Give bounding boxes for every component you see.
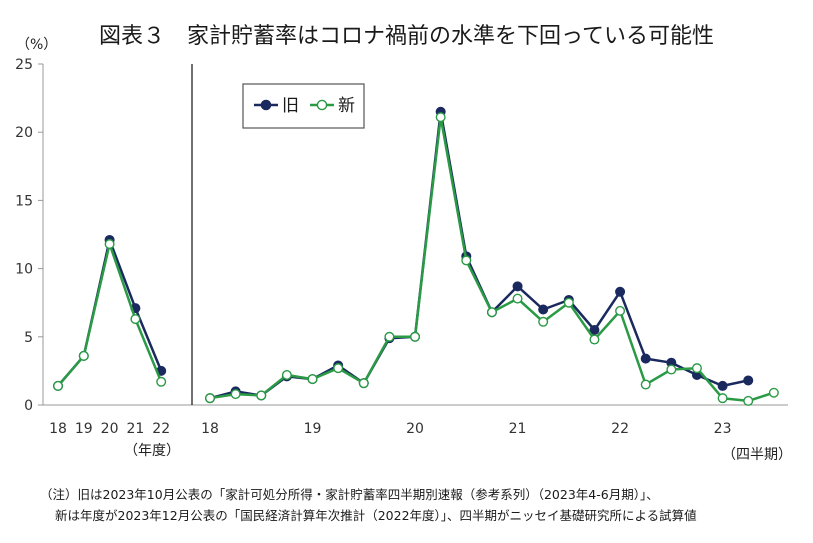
quarterly-series-old-point: [615, 286, 626, 297]
quarterly-series-new-point: [204, 393, 215, 404]
quarter-year-label: 19: [304, 421, 322, 437]
annual-series-old-line: [57, 238, 163, 387]
quarter-year-label: 18: [201, 421, 219, 437]
y-tick-label: 5: [24, 330, 33, 346]
annual-series-new-point: [104, 239, 115, 250]
annual-tick-label: 19: [75, 421, 93, 437]
footnote: （注）旧は2023年10月公表の「家計可処分所得・家計貯蓄率四半期別速報（参考系…: [40, 484, 697, 526]
quarter-year-label: 21: [509, 421, 527, 437]
legend-marker-old: [260, 99, 272, 111]
quarterly-series-new-point: [384, 331, 395, 342]
quarterly-series-old-point: [743, 375, 754, 386]
y-tick-label: 20: [15, 125, 33, 141]
annual-tick-label: 21: [126, 421, 144, 437]
quarterly-series-new-point: [461, 255, 472, 266]
quarterly-series-old-point: [589, 324, 600, 335]
annual-series-new-point: [53, 380, 64, 391]
y-tick-label: 15: [15, 193, 33, 209]
quarterly-series-old-point: [512, 281, 523, 292]
annual-series-new-line: [57, 242, 163, 387]
footnote-line-2: 新は年度が2023年12月公表の「国民経済計算年次推計（2022年度）」、四半期…: [55, 508, 697, 523]
quarter-year-label: 22: [611, 421, 629, 437]
y-tick-label: 0: [24, 398, 33, 414]
quarterly-series-new-point: [538, 316, 549, 327]
footnote-line-1: （注）旧は2023年10月公表の「家計可処分所得・家計貯蓄率四半期別速報（参考系…: [40, 487, 659, 502]
annual-axis-label: （年度）: [124, 443, 180, 459]
y-axis-unit: （%）: [16, 37, 57, 53]
chart-title: 図表３ 家計貯蓄率はコロナ禍前の水準を下回っている可能性: [99, 24, 714, 49]
x-tick-labels: 18 19 20 21 22 18 19 20 21 22 23: [49, 421, 731, 437]
y-tick-label: 10: [15, 262, 33, 278]
quarterly-series-old-line: [209, 110, 749, 400]
quarterly-series-new-point: [410, 331, 421, 342]
quarterly-series-new-point: [230, 389, 241, 400]
quarterly-series-new-line: [209, 115, 775, 403]
quarterly-series-new-point: [768, 387, 779, 398]
quarterly-series-old-point: [717, 380, 728, 391]
annual-tick-label: 22: [152, 421, 170, 437]
quarterly-series-new-point: [589, 334, 600, 345]
quarterly-axis-label: （四半期）: [722, 447, 792, 463]
annual-tick-label: 20: [101, 421, 119, 437]
quarterly-series-new-point: [281, 369, 292, 380]
series-layer: [53, 106, 779, 406]
quarterly-series-new-point: [256, 390, 267, 401]
quarterly-series-new-point: [743, 395, 754, 406]
quarterly-series-new-point: [691, 363, 702, 374]
quarterly-series-new-point: [333, 363, 344, 374]
annual-tick-label: 18: [49, 421, 67, 437]
quarterly-series-new-point: [486, 307, 497, 318]
quarterly-series-old-point: [640, 353, 651, 364]
quarterly-series-new-point: [307, 374, 318, 385]
y-tick-label: 25: [15, 57, 33, 73]
legend-label-old: 旧: [282, 96, 299, 116]
legend: 旧 新: [242, 83, 365, 129]
savings-rate-chart: （%） 0 5 10 15 20 25 18 19 20 21 22 18 19 20 21 22 23 （年…: [15, 37, 792, 463]
legend-marker-new: [316, 99, 328, 111]
quarterly-series-new-point: [435, 112, 446, 123]
quarterly-series-new-point: [615, 305, 626, 316]
quarterly-series-old-point: [538, 304, 549, 315]
annual-series-new-point: [130, 314, 141, 325]
annual-series-new-point: [78, 350, 89, 361]
quarterly-series-new-point: [666, 364, 677, 375]
quarterly-series-new-point: [563, 297, 574, 308]
quarter-year-label: 20: [406, 421, 424, 437]
quarterly-series-new-point: [358, 378, 369, 389]
quarterly-series-new-point: [717, 393, 728, 404]
quarterly-series-new-point: [640, 379, 651, 390]
y-tick-labels: 0 5 10 15 20 25: [15, 57, 33, 414]
annual-series-new-point: [156, 376, 167, 387]
axes: [38, 63, 788, 406]
quarterly-series-new-point: [512, 293, 523, 304]
legend-label-new: 新: [338, 96, 355, 116]
quarter-year-label: 23: [714, 421, 732, 437]
